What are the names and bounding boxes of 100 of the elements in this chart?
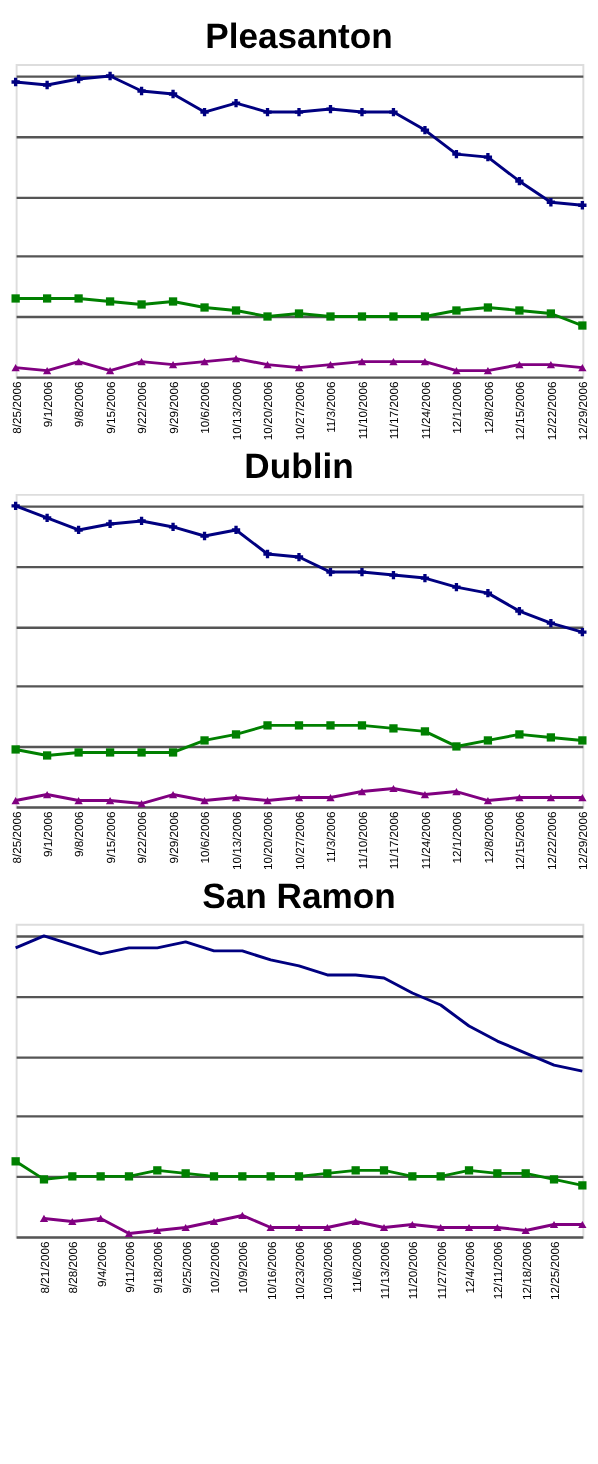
point [493,1169,502,1178]
point [42,790,52,799]
point [578,321,587,330]
point [515,361,524,369]
point [389,724,398,733]
point [389,784,398,793]
point [168,89,178,99]
point [11,77,20,87]
point [326,721,335,730]
point [11,745,20,754]
point [96,1172,105,1181]
point [546,198,556,207]
point [521,1169,530,1178]
point [357,721,367,730]
point [294,721,304,730]
point [105,297,115,306]
point [483,588,493,598]
point [408,1172,417,1181]
point [168,790,178,799]
point [464,1166,474,1175]
point [137,799,146,808]
point [294,309,304,318]
point [578,736,587,745]
point [11,796,20,805]
point [546,309,556,318]
point [515,793,524,802]
point [231,306,241,315]
point [452,306,461,315]
point [42,513,52,523]
point [231,793,241,802]
point [521,1226,530,1235]
point [263,721,272,730]
point [436,1223,445,1232]
point [578,1220,587,1229]
point [452,787,461,796]
chart-title: San Ramon [202,876,396,917]
point [263,107,272,117]
point [231,98,241,108]
point [578,201,587,210]
point [105,71,115,81]
point [420,312,430,321]
point [39,1214,49,1223]
point [137,358,146,366]
point [420,727,430,736]
point [74,796,83,805]
point [326,361,335,369]
point [96,1214,105,1223]
point [200,107,209,117]
point [68,1217,77,1226]
point [452,150,461,159]
point [231,525,241,535]
point [231,730,241,739]
point [408,1220,417,1229]
point [357,787,367,796]
point [323,1223,332,1232]
point [11,501,20,511]
point [263,312,272,321]
point [515,306,524,315]
point [42,367,52,375]
point [11,1157,20,1166]
point [379,1166,389,1175]
point [483,367,493,375]
point [483,796,493,805]
point [137,86,146,96]
point [357,567,367,577]
point [200,531,209,541]
point [74,525,83,535]
point [464,1223,474,1232]
point [263,549,272,559]
point [546,619,556,628]
point [420,358,430,366]
point [389,570,398,580]
point [452,582,461,592]
point [137,748,146,757]
point [294,364,304,372]
point [493,1223,502,1232]
point [209,1217,219,1226]
chart-title: Pleasanton [205,16,393,57]
point [389,312,398,321]
point [105,796,115,805]
point [263,361,272,369]
point [124,1229,134,1238]
point [266,1223,275,1232]
point [326,104,335,114]
point [515,607,524,616]
point [546,793,556,802]
point [420,790,430,799]
point [389,107,398,117]
point [294,1172,304,1181]
point [452,742,461,751]
point [546,733,556,742]
point [153,1226,162,1235]
point [326,567,335,577]
point [238,1172,247,1181]
point [42,751,52,760]
point [326,312,335,321]
point [42,80,52,90]
point [357,107,367,117]
point [323,1169,332,1178]
chart-title: Dublin [244,446,354,487]
